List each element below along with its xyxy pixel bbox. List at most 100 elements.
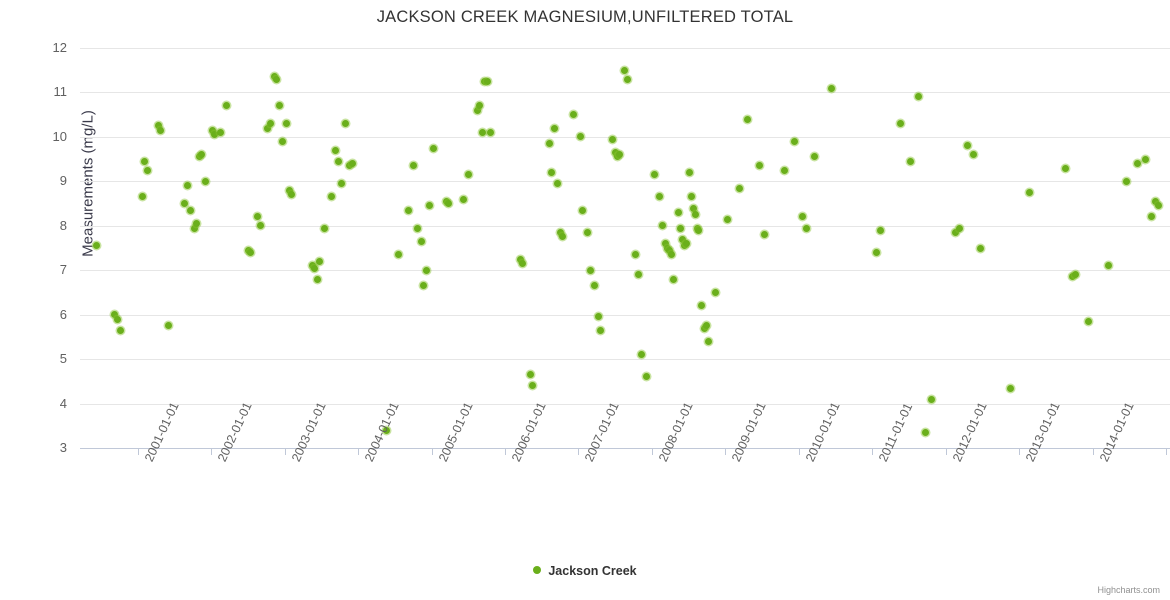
scatter-point[interactable] — [144, 166, 152, 174]
scatter-point[interactable] — [316, 257, 324, 265]
scatter-point[interactable] — [116, 326, 124, 334]
scatter-point[interactable] — [612, 148, 620, 156]
scatter-point[interactable] — [674, 208, 682, 216]
scatter-point[interactable] — [209, 126, 217, 134]
scatter-point[interactable] — [483, 77, 491, 85]
scatter-point[interactable] — [689, 204, 697, 212]
scatter-point[interactable] — [678, 235, 686, 243]
scatter-point[interactable] — [444, 200, 452, 208]
scatter-point[interactable] — [616, 151, 624, 159]
scatter-point[interactable] — [790, 137, 798, 145]
scatter-point[interactable] — [183, 182, 191, 190]
scatter-point[interactable] — [92, 242, 100, 250]
scatter-point[interactable] — [559, 233, 567, 241]
scatter-point[interactable] — [761, 231, 769, 239]
scatter-point[interactable] — [419, 282, 427, 290]
scatter-point[interactable] — [756, 162, 764, 170]
scatter-point[interactable] — [414, 224, 422, 232]
scatter-point[interactable] — [465, 171, 473, 179]
scatter-point[interactable] — [576, 133, 584, 141]
scatter-point[interactable] — [921, 428, 929, 436]
scatter-point[interactable] — [590, 282, 598, 290]
scatter-point[interactable] — [586, 266, 594, 274]
scatter-point[interactable] — [1133, 160, 1141, 168]
scatter-point[interactable] — [157, 126, 165, 134]
scatter-point[interactable] — [478, 128, 486, 136]
scatter-point[interactable] — [417, 237, 425, 245]
scatter-point[interactable] — [780, 166, 788, 174]
scatter-point[interactable] — [1084, 317, 1092, 325]
scatter-point[interactable] — [139, 193, 147, 201]
scatter-point[interactable] — [685, 168, 693, 176]
scatter-point[interactable] — [656, 193, 664, 201]
scatter-point[interactable] — [545, 140, 553, 148]
scatter-point[interactable] — [872, 248, 880, 256]
scatter-point[interactable] — [518, 260, 526, 268]
scatter-point[interactable] — [282, 120, 290, 128]
scatter-point[interactable] — [410, 162, 418, 170]
scatter-point[interactable] — [811, 153, 819, 161]
scatter-point[interactable] — [676, 224, 684, 232]
scatter-point[interactable] — [111, 311, 119, 319]
scatter-point[interactable] — [896, 120, 904, 128]
scatter-point[interactable] — [651, 171, 659, 179]
highcharts-credits[interactable]: Highcharts.com — [1097, 585, 1160, 595]
scatter-point[interactable] — [743, 115, 751, 123]
scatter-point[interactable] — [285, 186, 293, 194]
scatter-point[interactable] — [382, 426, 390, 434]
scatter-point[interactable] — [425, 202, 433, 210]
scatter-point[interactable] — [190, 224, 198, 232]
scatter-point[interactable] — [1152, 197, 1160, 205]
scatter-point[interactable] — [827, 84, 835, 92]
scatter-point[interactable] — [637, 351, 645, 359]
scatter-point[interactable] — [422, 266, 430, 274]
scatter-point[interactable] — [662, 240, 670, 248]
scatter-point[interactable] — [429, 144, 437, 152]
scatter-point[interactable] — [799, 213, 807, 221]
scatter-point[interactable] — [180, 200, 188, 208]
scatter-point[interactable] — [349, 160, 357, 168]
scatter-point[interactable] — [1062, 164, 1070, 172]
scatter-point[interactable] — [321, 224, 329, 232]
scatter-point[interactable] — [698, 302, 706, 310]
scatter-point[interactable] — [216, 128, 224, 136]
scatter-point[interactable] — [915, 93, 923, 101]
scatter-point[interactable] — [569, 111, 577, 119]
scatter-point[interactable] — [596, 326, 604, 334]
scatter-point[interactable] — [155, 122, 163, 130]
scatter-point[interactable] — [311, 264, 319, 272]
scatter-point[interactable] — [554, 180, 562, 188]
scatter-point[interactable] — [1007, 384, 1015, 392]
scatter-point[interactable] — [956, 224, 964, 232]
scatter-point[interactable] — [486, 128, 494, 136]
scatter-point[interactable] — [583, 228, 591, 236]
scatter-point[interactable] — [670, 275, 678, 283]
scatter-point[interactable] — [1025, 188, 1033, 196]
scatter-point[interactable] — [288, 191, 296, 199]
scatter-point[interactable] — [970, 151, 978, 159]
scatter-point[interactable] — [876, 226, 884, 234]
scatter-point[interactable] — [278, 137, 286, 145]
scatter-point[interactable] — [264, 124, 272, 132]
scatter-point[interactable] — [907, 157, 915, 165]
scatter-point[interactable] — [475, 102, 483, 110]
scatter-point[interactable] — [692, 211, 699, 219]
scatter-point[interactable] — [272, 75, 280, 83]
scatter-point[interactable] — [578, 206, 586, 214]
scatter-point[interactable] — [254, 213, 262, 221]
scatter-point[interactable] — [711, 288, 719, 296]
scatter-point[interactable] — [314, 275, 322, 283]
scatter-point[interactable] — [964, 142, 972, 150]
scatter-point[interactable] — [642, 373, 650, 381]
scatter-point[interactable] — [659, 222, 667, 230]
scatter-point[interactable] — [623, 75, 631, 83]
scatter-point[interactable] — [198, 151, 206, 159]
scatter-point[interactable] — [113, 315, 121, 323]
scatter-point[interactable] — [394, 251, 402, 259]
scatter-point[interactable] — [192, 220, 200, 228]
scatter-point[interactable] — [705, 337, 713, 345]
scatter-point[interactable] — [631, 251, 639, 259]
scatter-point[interactable] — [527, 371, 535, 379]
scatter-point[interactable] — [702, 322, 710, 330]
scatter-point[interactable] — [331, 146, 339, 154]
